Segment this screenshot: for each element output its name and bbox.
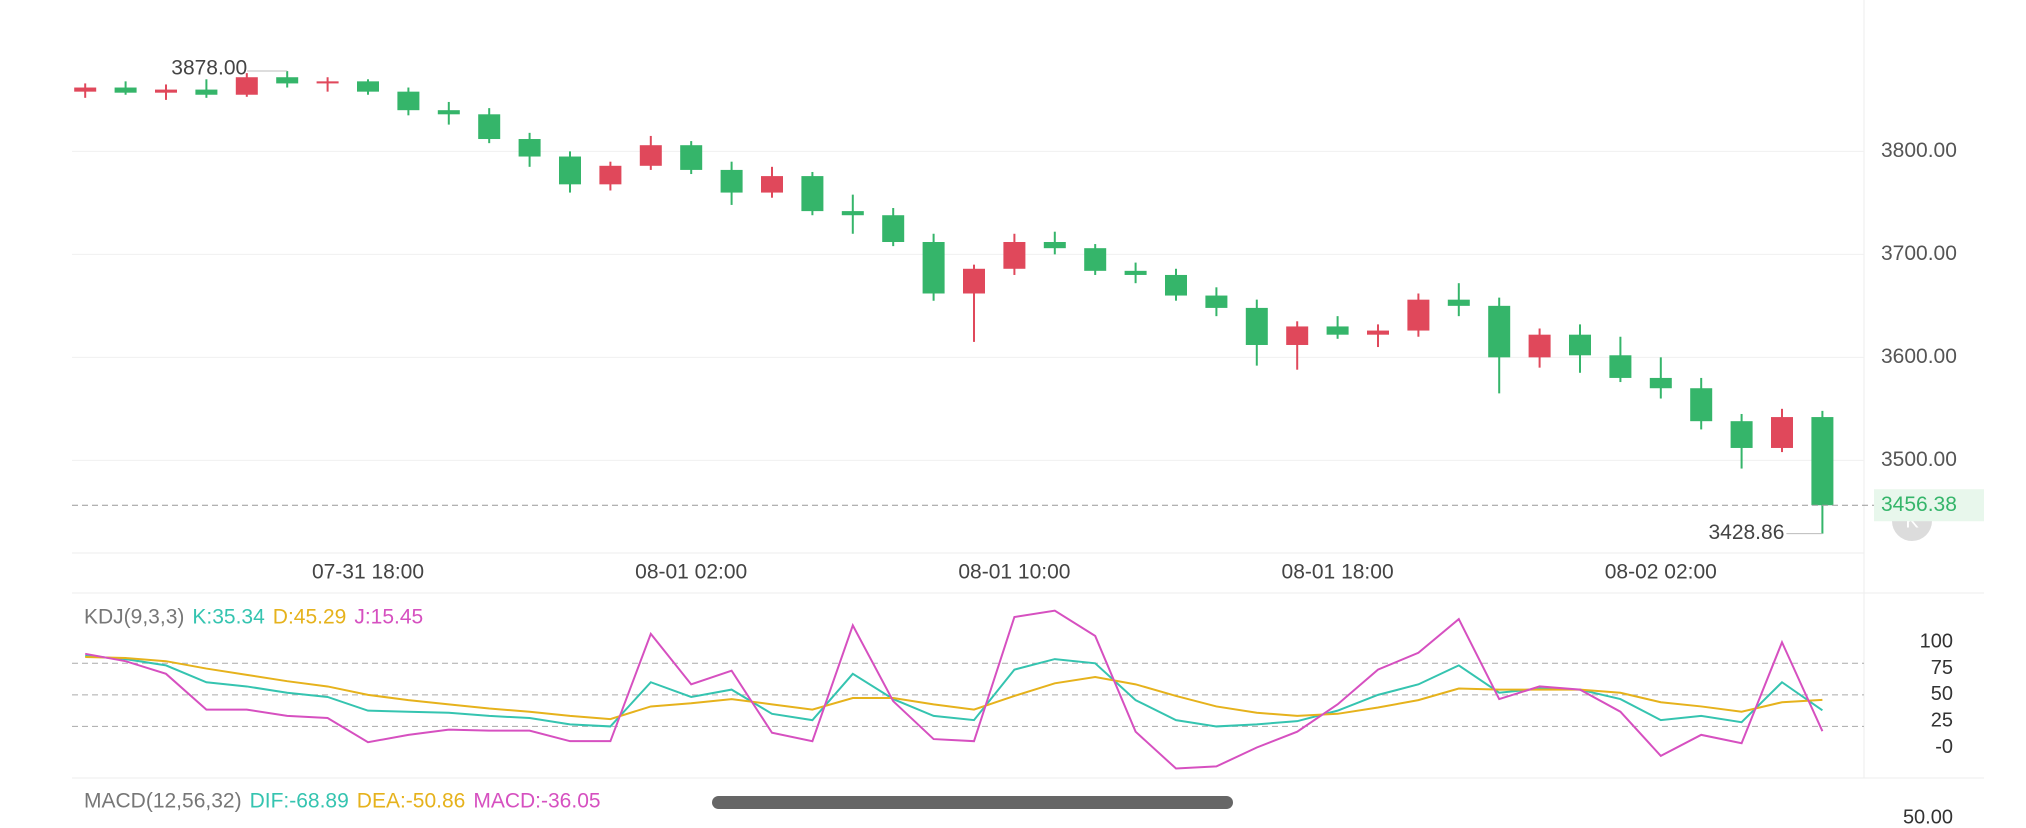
candle-body — [518, 139, 541, 157]
candle-body — [1609, 355, 1632, 378]
y-tick-label: -0 — [1935, 736, 1953, 758]
candle-body — [720, 169, 743, 193]
candle-body — [397, 91, 420, 111]
candle-body — [761, 176, 783, 193]
candle-body — [559, 156, 581, 185]
candle-body — [316, 81, 339, 84]
candle-body — [1124, 270, 1147, 275]
legend-entry: DIF:-68.89 — [250, 790, 349, 813]
candle-body — [1649, 377, 1672, 389]
candle-body — [1003, 242, 1026, 269]
candle-body — [963, 268, 985, 294]
candle-body — [1690, 388, 1713, 422]
kdj-line — [85, 609, 1824, 770]
candle-body — [155, 89, 177, 93]
x-tick-label: 08-01 02:00 — [635, 561, 747, 584]
y-tick-label: 3700.00 — [1881, 242, 1957, 265]
candle-body — [276, 77, 299, 84]
candle-body — [1367, 330, 1389, 335]
candle-body — [1326, 326, 1349, 335]
candle-body — [1569, 334, 1591, 356]
legend-entry: MACD:-36.05 — [473, 790, 600, 813]
annotation-label: 3878.00 — [171, 57, 247, 80]
x-tick-label: 07-31 18:00 — [312, 561, 424, 584]
candle-body — [1084, 248, 1107, 271]
candle-body — [1043, 242, 1066, 249]
legend-entry: DEA:-50.86 — [357, 790, 466, 813]
candle-body — [1528, 334, 1551, 358]
candle-body — [801, 176, 824, 212]
candle-body — [680, 145, 703, 170]
panel-title: MACD(12,56,32) — [84, 790, 242, 813]
candle-body — [74, 87, 97, 92]
legend-entry: K:35.34 — [192, 606, 265, 629]
y-tick-label: 3500.00 — [1881, 448, 1957, 471]
candle-body — [437, 110, 460, 115]
candle-body — [114, 87, 137, 93]
candle-body — [1286, 326, 1309, 345]
y-tick-label: 50 — [1931, 683, 1953, 705]
y-tick-label: 75 — [1931, 657, 1953, 679]
candle-body — [841, 211, 864, 216]
y-tick-label: 50.00 — [1903, 806, 1953, 828]
candle-body — [1771, 417, 1793, 448]
candle-body — [922, 242, 945, 294]
y-tick-label: 100 — [1920, 631, 1953, 653]
candle-body — [478, 114, 501, 140]
candle-body — [1730, 421, 1753, 448]
x-tick-label: 08-02 02:00 — [1605, 561, 1717, 584]
x-tick-label: 08-01 18:00 — [1282, 561, 1394, 584]
candle-body — [195, 89, 218, 95]
candle-body — [1811, 417, 1834, 506]
annotation-label: 3428.86 — [1708, 521, 1784, 544]
legend-entry: J:15.45 — [354, 606, 423, 629]
kdj-line — [85, 655, 1823, 721]
last-price-badge — [1874, 489, 1984, 522]
scrollbar[interactable] — [712, 796, 1233, 809]
x-tick-label: 08-01 10:00 — [958, 561, 1070, 584]
panel-title: KDJ(9,3,3) — [84, 606, 184, 629]
candle-body — [639, 145, 662, 166]
candle-body — [599, 165, 622, 185]
last-price-label: 3456.38 — [1881, 493, 1957, 516]
y-tick-label: 25 — [1931, 709, 1953, 731]
y-tick-label: 3600.00 — [1881, 345, 1957, 368]
candle-body — [1245, 307, 1268, 345]
candle-body — [1407, 299, 1430, 331]
candle-body — [882, 215, 905, 243]
candle-body — [357, 81, 379, 92]
candle-body — [1447, 299, 1470, 306]
candle-body — [1205, 295, 1228, 308]
candle-body — [235, 77, 258, 95]
legend-entry: D:45.29 — [273, 606, 347, 629]
candle-body — [1488, 305, 1511, 358]
candle-body — [1165, 274, 1187, 296]
y-tick-label: 3800.00 — [1881, 139, 1957, 162]
